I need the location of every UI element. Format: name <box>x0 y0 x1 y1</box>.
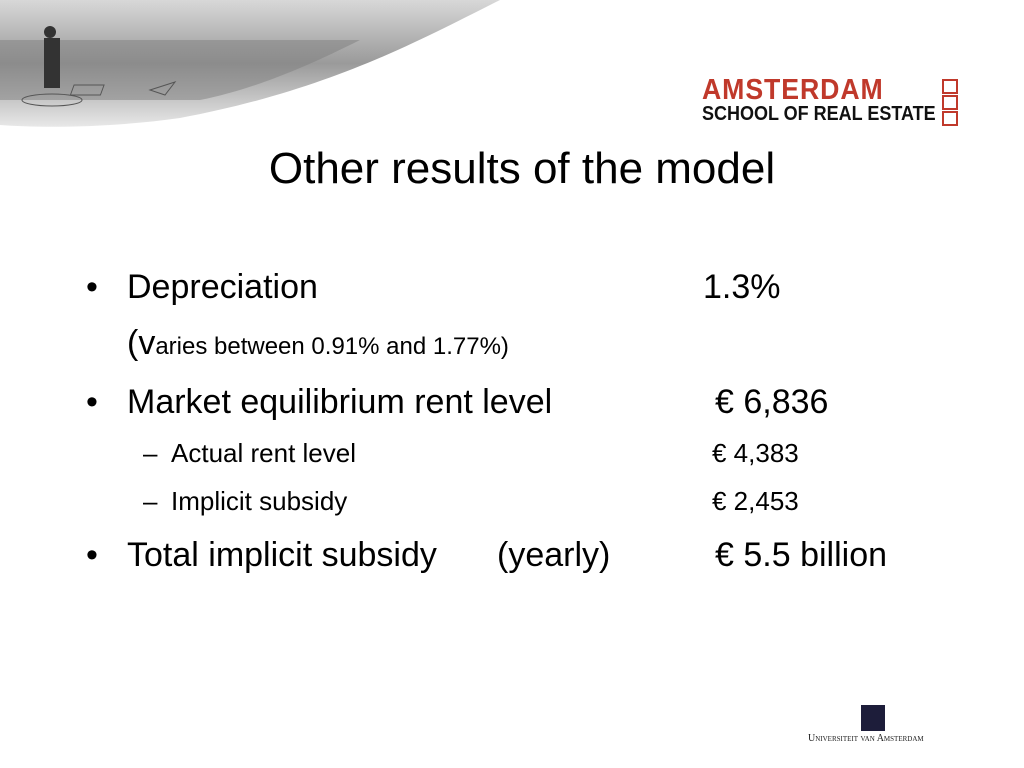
item-qualifier: (yearly) <box>497 536 611 574</box>
item-note: (varies between 0.91% and 1.77%) <box>127 324 509 362</box>
logo-line: SCHOOL OF REAL ESTATE <box>702 103 936 125</box>
item-label: Depreciation <box>127 268 318 306</box>
bullet: • <box>86 536 98 574</box>
dash: – <box>143 438 158 468</box>
uva-emblem <box>861 705 885 731</box>
subitem-value: € 4,383 <box>712 438 799 468</box>
shape <box>69 84 105 96</box>
logo-icon <box>942 79 958 94</box>
item-label: Total implicit subsidy <box>127 536 437 574</box>
bullet: • <box>86 383 98 421</box>
logo-icon <box>942 95 958 110</box>
subitem-label: Implicit subsidy <box>171 486 348 516</box>
item-value: € 5.5 billion <box>715 536 888 574</box>
item-value: € 6,836 <box>715 383 829 421</box>
slide-title: Other results of the model <box>268 144 776 193</box>
figure-head <box>44 26 56 38</box>
subitem-value: € 2,453 <box>712 486 799 516</box>
shape <box>148 81 177 96</box>
logo-icon <box>942 111 958 126</box>
subitem-label: Actual rent level <box>171 438 356 468</box>
item-label: Market equilibrium rent level <box>127 383 553 421</box>
logo-line: AMSTERDAM <box>702 74 884 106</box>
shape <box>21 93 83 107</box>
item-value: 1.3% <box>703 268 781 306</box>
university-name: Universiteit van Amsterdam <box>808 733 924 744</box>
figure <box>44 38 60 88</box>
dash: – <box>143 486 158 516</box>
bullet: • <box>86 268 98 306</box>
